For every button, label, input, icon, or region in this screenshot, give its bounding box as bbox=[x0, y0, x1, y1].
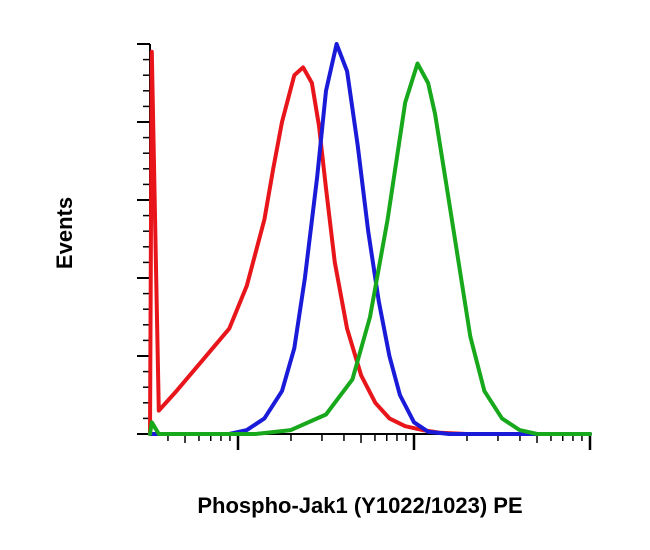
x-axis bbox=[149, 433, 592, 450]
y-axis-label: Events bbox=[52, 197, 77, 269]
series-line-2 bbox=[148, 42, 592, 436]
series-line-3 bbox=[148, 61, 592, 436]
y-axis bbox=[137, 43, 151, 435]
series-lines bbox=[148, 42, 592, 436]
x-axis-label: Phospho-Jak1 (Y1022/1023) PE bbox=[197, 493, 522, 518]
